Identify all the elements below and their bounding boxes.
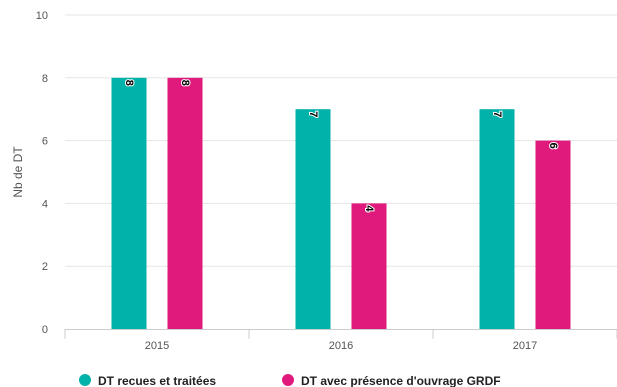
bar[interactable] — [167, 77, 203, 329]
data-label: 8 — [123, 80, 135, 86]
bar[interactable] — [111, 77, 147, 329]
y-tick-label: 4 — [42, 198, 48, 210]
bar[interactable] — [535, 140, 571, 329]
y-tick-label: 0 — [42, 324, 48, 336]
bar[interactable] — [479, 109, 515, 329]
x-tick-label: 2016 — [329, 340, 353, 352]
bar[interactable] — [351, 203, 387, 329]
legend-label[interactable]: DT recues et traitées — [98, 374, 216, 387]
data-labels: 8 8 7 4 7 6 — [122, 79, 560, 214]
data-label: 8 — [179, 80, 191, 86]
x-axis: 2015 2016 2017 — [64, 329, 617, 352]
y-tick-label: 8 — [42, 73, 48, 85]
legend-marker — [79, 374, 91, 386]
data-label: 4 — [363, 205, 375, 212]
y-axis-label: Nb de DT — [11, 146, 25, 198]
legend-label[interactable]: DT avec présence d'ouvrage GRDF — [301, 374, 501, 387]
data-label: 7 — [491, 111, 503, 117]
y-tick-label: 6 — [42, 136, 48, 148]
y-axis-ticks: 0 2 4 6 8 10 — [36, 10, 48, 336]
legend-marker — [282, 374, 294, 386]
data-label: 7 — [307, 111, 319, 117]
data-label: 6 — [547, 143, 559, 149]
y-tick-label: 2 — [42, 261, 48, 273]
x-tick-label: 2017 — [513, 340, 537, 352]
legend: DT recues et traitées DT avec présence d'… — [79, 374, 501, 387]
x-tick-label: 2015 — [145, 340, 169, 352]
y-tick-label: 10 — [36, 10, 48, 22]
gridlines — [65, 14, 617, 267]
bar[interactable] — [295, 109, 331, 329]
bars — [111, 77, 571, 329]
